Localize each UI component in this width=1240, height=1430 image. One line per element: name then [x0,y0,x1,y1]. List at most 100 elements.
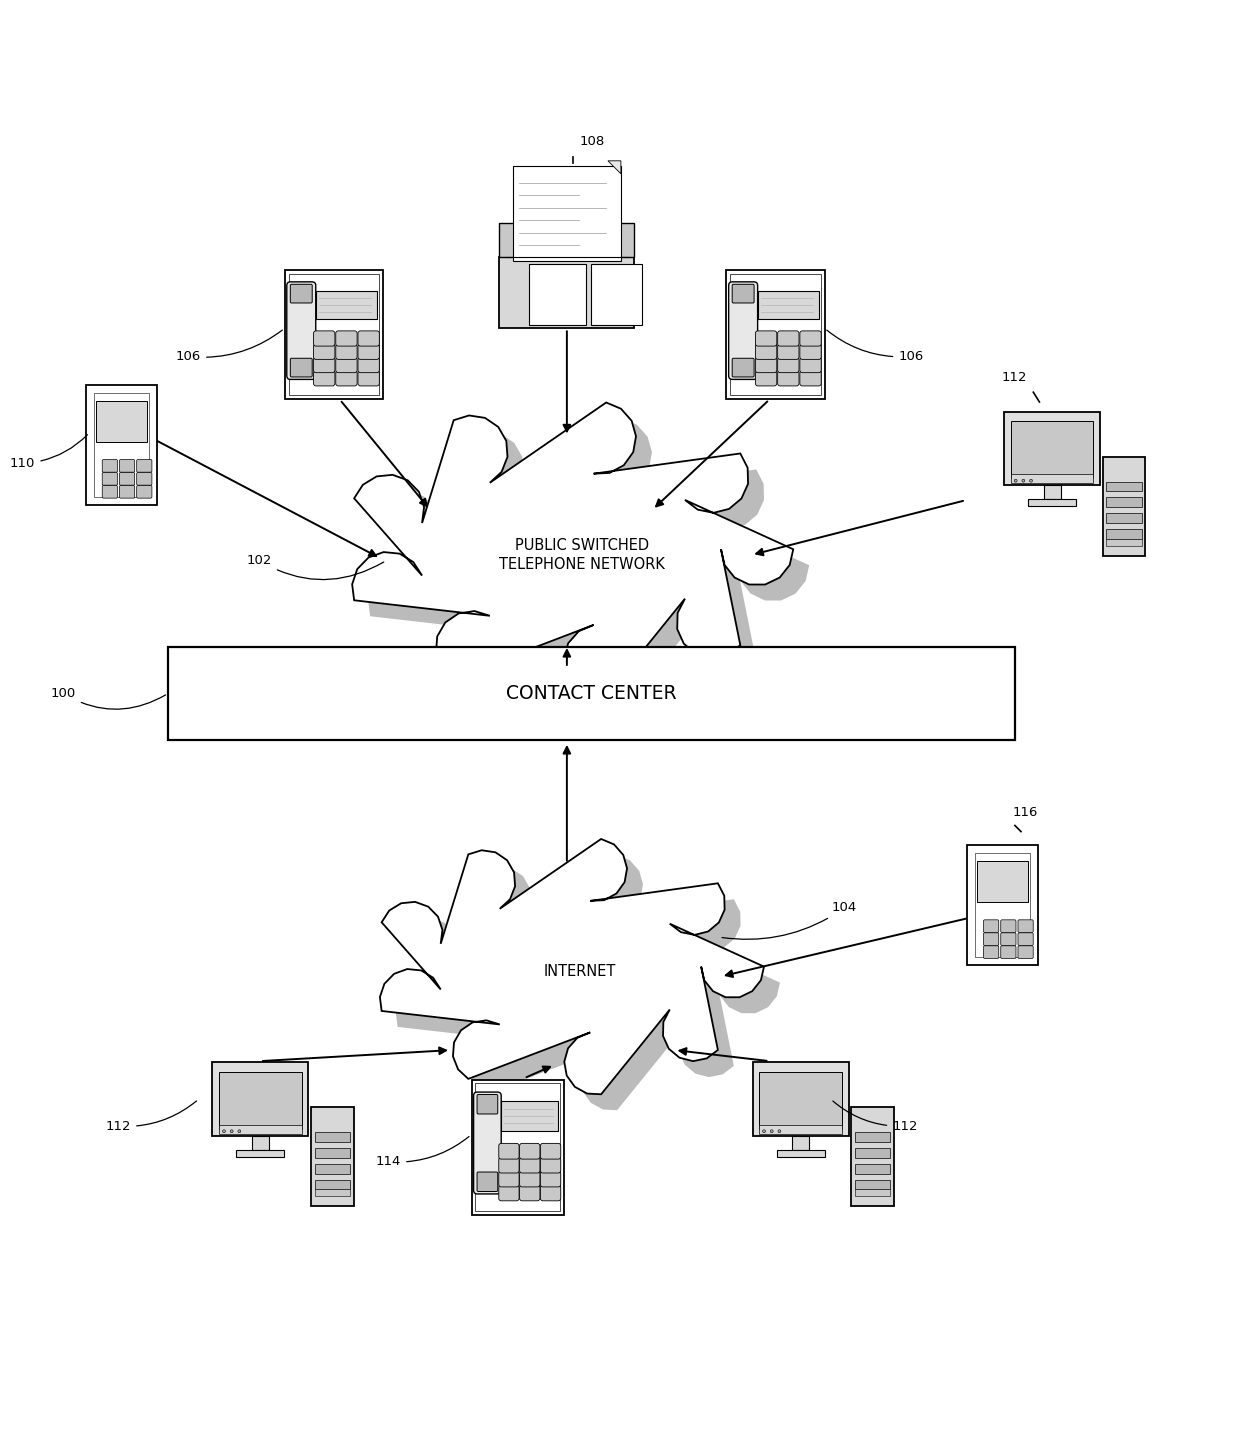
FancyBboxPatch shape [498,1185,520,1201]
FancyBboxPatch shape [983,945,998,958]
FancyBboxPatch shape [541,1185,560,1201]
FancyBboxPatch shape [1001,932,1016,945]
FancyBboxPatch shape [1018,932,1033,945]
FancyBboxPatch shape [729,282,758,379]
FancyBboxPatch shape [591,263,642,325]
FancyBboxPatch shape [983,919,998,932]
FancyBboxPatch shape [167,648,1014,739]
FancyBboxPatch shape [1018,945,1033,958]
FancyBboxPatch shape [500,223,635,256]
FancyBboxPatch shape [520,1171,539,1187]
FancyBboxPatch shape [314,358,335,373]
FancyBboxPatch shape [983,932,998,945]
FancyBboxPatch shape [529,263,585,325]
FancyBboxPatch shape [1102,456,1146,556]
FancyBboxPatch shape [358,370,379,386]
FancyBboxPatch shape [975,854,1030,957]
FancyBboxPatch shape [289,275,379,395]
FancyBboxPatch shape [94,393,149,498]
FancyBboxPatch shape [777,330,799,346]
FancyBboxPatch shape [1044,485,1060,499]
PathPatch shape [396,855,780,1110]
FancyBboxPatch shape [219,1125,301,1134]
FancyBboxPatch shape [1106,498,1142,508]
FancyBboxPatch shape [237,1150,284,1157]
Text: 100: 100 [51,686,166,709]
FancyBboxPatch shape [311,1107,353,1207]
FancyBboxPatch shape [136,459,153,472]
FancyBboxPatch shape [500,256,635,329]
FancyBboxPatch shape [315,1148,350,1158]
Circle shape [770,1130,774,1133]
FancyBboxPatch shape [520,1157,539,1173]
FancyBboxPatch shape [102,486,118,498]
FancyBboxPatch shape [286,282,316,379]
FancyBboxPatch shape [314,330,335,346]
FancyBboxPatch shape [336,370,357,386]
FancyBboxPatch shape [336,345,357,359]
Circle shape [763,1130,765,1133]
FancyBboxPatch shape [474,1093,501,1194]
FancyBboxPatch shape [1106,529,1142,539]
FancyBboxPatch shape [755,330,776,346]
Text: 106: 106 [827,330,924,363]
FancyBboxPatch shape [314,370,335,386]
FancyBboxPatch shape [541,1157,560,1173]
FancyBboxPatch shape [852,1107,894,1207]
FancyBboxPatch shape [475,1084,560,1211]
Text: 104: 104 [722,901,857,940]
FancyBboxPatch shape [854,1148,890,1158]
Circle shape [231,1130,233,1133]
Text: 112: 112 [833,1101,918,1133]
FancyBboxPatch shape [336,330,357,346]
FancyBboxPatch shape [755,358,776,373]
FancyBboxPatch shape [477,1173,497,1191]
FancyBboxPatch shape [136,486,153,498]
FancyBboxPatch shape [520,1185,539,1201]
FancyBboxPatch shape [1001,945,1016,958]
FancyBboxPatch shape [777,370,799,386]
Text: 112: 112 [105,1101,196,1133]
Text: INTERNET: INTERNET [544,964,616,980]
Text: PUBLIC SWITCHED
TELEPHONE NETWORK: PUBLIC SWITCHED TELEPHONE NETWORK [500,538,665,572]
FancyBboxPatch shape [119,486,135,498]
FancyBboxPatch shape [730,275,821,395]
Text: 106: 106 [176,330,283,363]
FancyBboxPatch shape [777,358,799,373]
FancyBboxPatch shape [732,359,754,378]
Circle shape [1029,479,1033,482]
FancyBboxPatch shape [800,370,821,386]
FancyBboxPatch shape [777,345,799,359]
FancyBboxPatch shape [854,1180,890,1190]
FancyBboxPatch shape [95,400,146,442]
FancyBboxPatch shape [102,459,118,472]
FancyBboxPatch shape [1106,482,1142,492]
FancyBboxPatch shape [800,330,821,346]
FancyBboxPatch shape [1106,539,1142,546]
PathPatch shape [379,839,764,1094]
FancyBboxPatch shape [136,472,153,485]
Text: 110: 110 [10,435,88,470]
FancyBboxPatch shape [800,345,821,359]
FancyBboxPatch shape [102,472,118,485]
FancyBboxPatch shape [854,1164,890,1174]
FancyBboxPatch shape [498,1157,520,1173]
Polygon shape [608,160,621,174]
Text: 112: 112 [1002,370,1027,383]
FancyBboxPatch shape [315,1180,350,1190]
FancyBboxPatch shape [1004,412,1100,485]
Circle shape [1022,479,1024,482]
FancyBboxPatch shape [315,1133,350,1143]
FancyBboxPatch shape [776,1150,825,1157]
Text: 116: 116 [1012,807,1038,819]
FancyBboxPatch shape [758,290,818,319]
Circle shape [777,1130,781,1133]
Text: 114: 114 [376,1137,469,1168]
FancyBboxPatch shape [315,1164,350,1174]
FancyBboxPatch shape [755,370,776,386]
FancyBboxPatch shape [854,1133,890,1143]
FancyBboxPatch shape [284,270,383,399]
FancyBboxPatch shape [727,270,825,399]
FancyBboxPatch shape [755,345,776,359]
FancyBboxPatch shape [119,459,135,472]
